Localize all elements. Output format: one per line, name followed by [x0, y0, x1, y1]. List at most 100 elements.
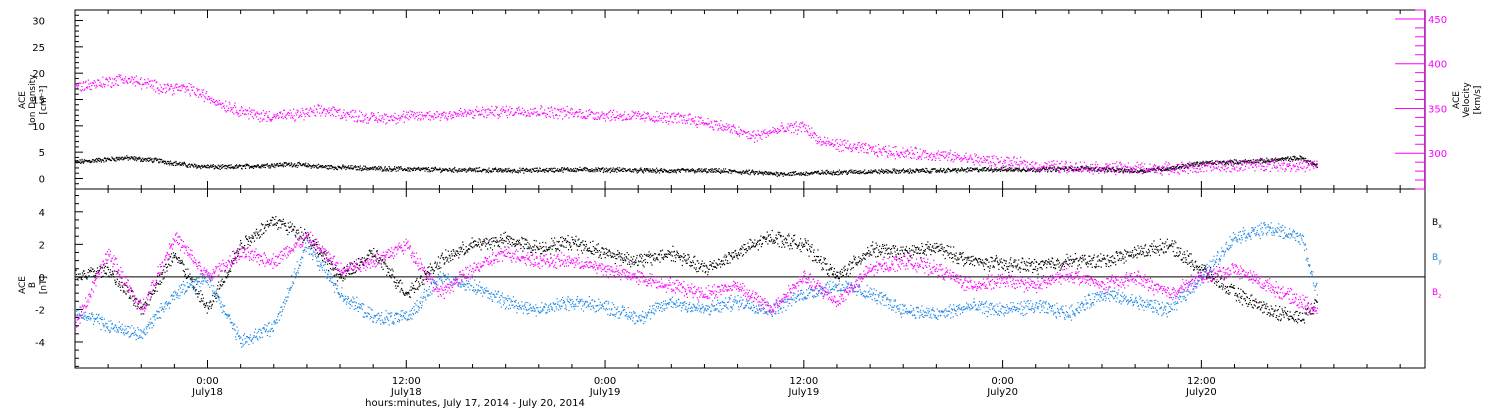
data-point [1266, 169, 1267, 170]
data-point [995, 164, 996, 165]
data-point [565, 110, 566, 111]
data-point [553, 118, 554, 119]
data-point [516, 108, 517, 109]
data-point [1112, 163, 1113, 164]
data-point [993, 171, 994, 172]
data-point [634, 169, 635, 170]
data-point [933, 156, 934, 157]
data-point [345, 114, 346, 115]
data-point [234, 102, 235, 103]
data-point [493, 171, 494, 172]
data-point [512, 169, 513, 170]
data-point [973, 161, 974, 162]
data-point [386, 170, 387, 171]
data-point [208, 165, 209, 166]
data-point [1035, 171, 1036, 172]
data-point [1263, 166, 1264, 167]
data-point [232, 112, 233, 113]
data-point [767, 173, 768, 174]
data-point [1082, 171, 1083, 172]
data-point [160, 91, 161, 92]
data-point [521, 113, 522, 114]
data-point [465, 169, 466, 170]
data-point [569, 171, 570, 172]
data-point [977, 157, 978, 158]
data-point [1209, 163, 1210, 164]
data-point [1074, 169, 1075, 170]
data-point [1211, 160, 1212, 161]
data-point [305, 116, 306, 117]
data-point [557, 168, 558, 169]
data-point [757, 171, 758, 172]
data-point [748, 131, 749, 132]
data-point [1304, 166, 1305, 167]
data-point [380, 169, 381, 170]
data-point [426, 115, 427, 116]
data-point [987, 159, 988, 160]
data-point [279, 112, 280, 113]
data-point [822, 144, 823, 145]
y2-tick-label: 400 [1428, 60, 1447, 71]
data-point [801, 172, 802, 173]
data-point [1274, 162, 1275, 163]
data-point [350, 111, 351, 112]
data-point [633, 115, 634, 116]
data-point [970, 167, 971, 168]
data-point [978, 171, 979, 172]
data-point [918, 172, 919, 173]
data-point [454, 168, 455, 169]
data-point [1040, 168, 1041, 169]
data-point [286, 162, 287, 163]
data-point [1163, 167, 1164, 168]
data-point [781, 122, 782, 123]
data-point [910, 146, 911, 147]
data-point [831, 144, 832, 145]
data-point [858, 152, 859, 153]
data-point [557, 109, 558, 110]
data-point [181, 85, 182, 86]
data-point [934, 154, 935, 155]
data-point [551, 168, 552, 169]
data-point [890, 151, 891, 152]
data-point [1014, 156, 1015, 157]
data-point [793, 127, 794, 128]
data-point [737, 133, 738, 134]
data-point [1254, 170, 1255, 171]
data-point [1231, 163, 1232, 164]
data-point [579, 167, 580, 168]
data-point [351, 117, 352, 118]
data-point [113, 85, 114, 86]
data-point [675, 116, 676, 117]
data-point [1030, 164, 1031, 165]
data-point [611, 116, 612, 117]
data-point [1238, 164, 1239, 165]
data-point [1276, 166, 1277, 167]
data-point [991, 167, 992, 168]
data-point [564, 110, 565, 111]
data-point [1271, 159, 1272, 160]
data-point [1062, 168, 1063, 169]
data-point [1315, 166, 1316, 167]
data-point [921, 171, 922, 172]
data-point [1281, 160, 1282, 161]
data-point [1059, 163, 1060, 164]
data-point [458, 113, 459, 114]
data-point [1202, 161, 1203, 162]
data-point [727, 129, 728, 130]
data-point [708, 172, 709, 173]
data-point [871, 170, 872, 171]
data-point [146, 160, 147, 161]
data-point [483, 109, 484, 110]
data-point [213, 166, 214, 167]
data-point [455, 113, 456, 114]
data-point [227, 110, 228, 111]
data-point [950, 160, 951, 161]
data-point [1193, 166, 1194, 167]
data-point [1061, 169, 1062, 170]
data-point [772, 131, 773, 132]
data-point [472, 110, 473, 111]
data-point [186, 87, 187, 88]
data-point [1060, 163, 1061, 164]
data-point [895, 158, 896, 159]
data-point [389, 120, 390, 121]
